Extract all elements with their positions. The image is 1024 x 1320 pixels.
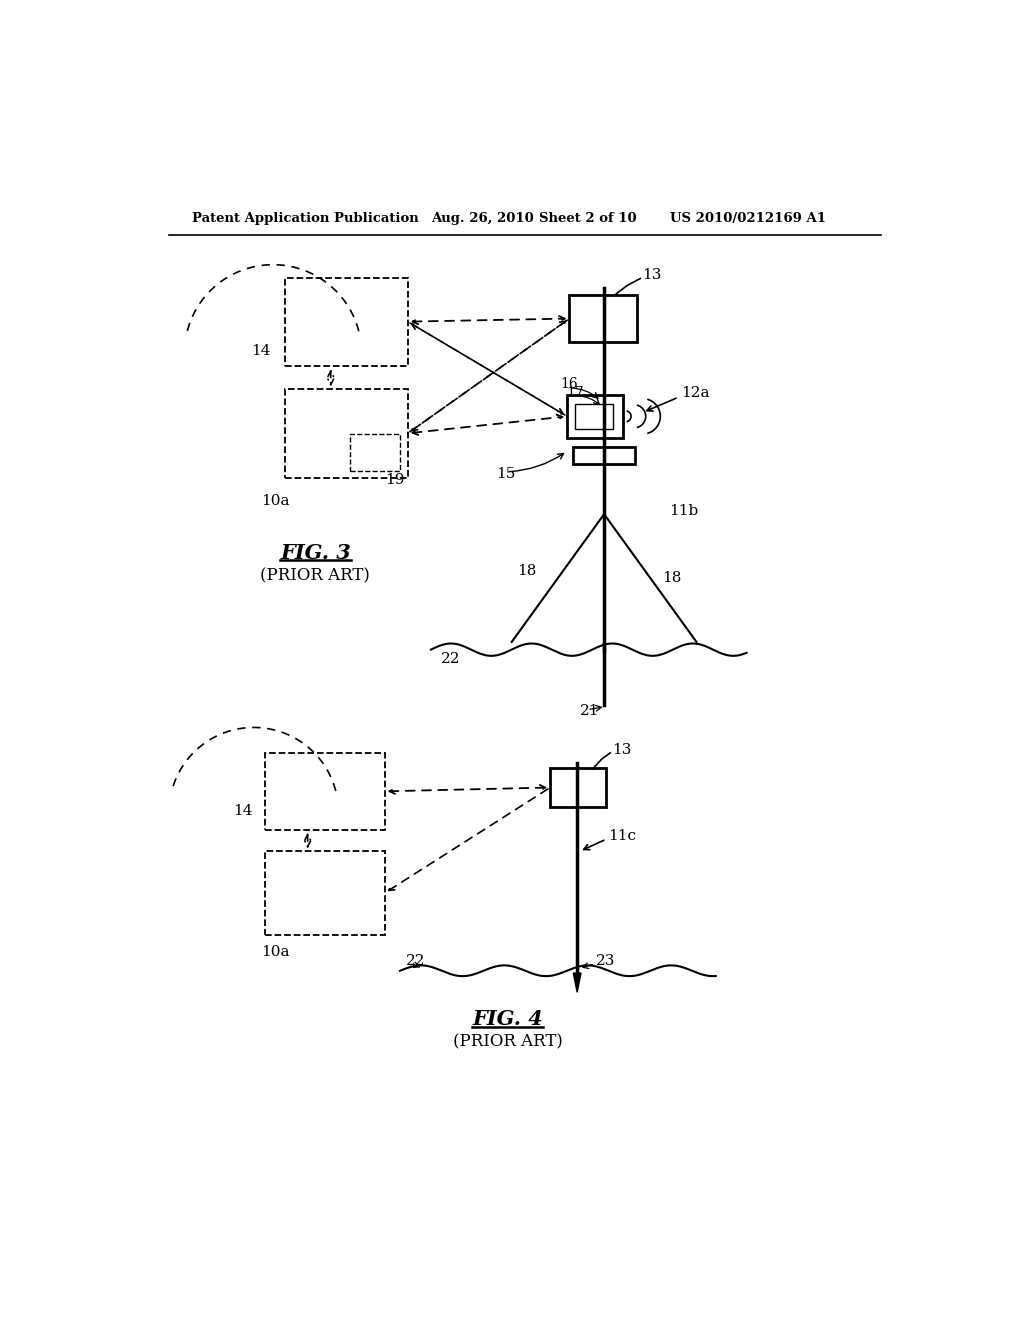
Text: 19: 19 [385,474,404,487]
Text: 18: 18 [662,572,681,585]
Text: 10a: 10a [261,945,290,958]
Bar [265,752,385,830]
Bar [285,389,408,478]
Text: (PRIOR ART): (PRIOR ART) [260,568,371,585]
Text: 13: 13 [643,268,662,282]
Text: 14: 14 [232,804,252,817]
Text: 11c: 11c [608,829,636,843]
Text: 13: 13 [612,743,632,756]
Text: Sheet 2 of 10: Sheet 2 of 10 [539,213,636,224]
Text: 17: 17 [566,387,584,400]
Polygon shape [573,973,581,993]
Text: 11b: 11b [670,504,698,517]
Text: Patent Application Publication: Patent Application Publication [193,213,419,224]
Text: FIG. 4: FIG. 4 [472,1010,544,1030]
Text: 14: 14 [251,345,270,358]
Bar [574,404,613,429]
Bar [567,395,623,438]
Text: FIG. 3: FIG. 3 [280,543,351,562]
Text: 22: 22 [407,954,426,968]
Text: Aug. 26, 2010: Aug. 26, 2010 [431,213,534,224]
Text: 10a: 10a [261,494,290,508]
Text: 18: 18 [517,564,537,578]
Bar [285,277,408,367]
Bar [550,768,605,807]
Bar [350,434,400,471]
Text: (PRIOR ART): (PRIOR ART) [453,1034,563,1051]
Text: 16: 16 [560,378,578,391]
Bar [265,851,385,935]
Text: 21: 21 [580,705,599,718]
Bar [569,294,637,342]
Text: 22: 22 [441,652,461,665]
Text: 23: 23 [596,954,615,968]
Text: 15: 15 [497,467,516,480]
Text: US 2010/0212169 A1: US 2010/0212169 A1 [670,213,825,224]
Text: 12a: 12a [681,387,710,400]
Bar [573,447,635,465]
